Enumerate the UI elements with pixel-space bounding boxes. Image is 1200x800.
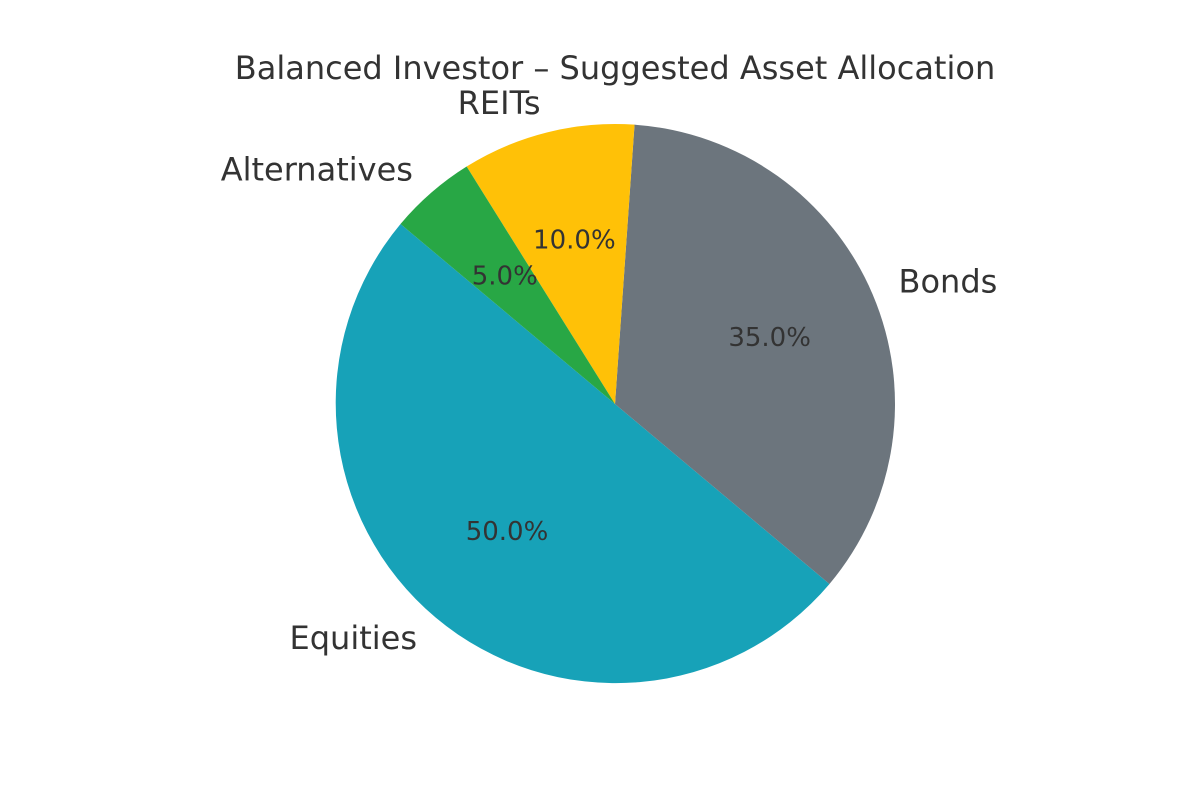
pie-slices (335, 123, 895, 684)
slice-label-bonds: Bonds (899, 263, 998, 301)
slice-percent-alternatives: 5.0% (472, 262, 538, 292)
pie-slice-reits (466, 123, 635, 404)
slice-label-alternatives: Alternatives (221, 151, 413, 189)
slice-percent-equities: 50.0% (466, 517, 549, 547)
slice-percent-bonds: 35.0% (728, 323, 811, 353)
slice-percent-reits: 10.0% (533, 225, 616, 255)
pie-slice-alternatives (400, 166, 615, 404)
pie-labels: Equities 50.0% Bonds 35.0% REITs 10.0% Alterna… (221, 84, 998, 657)
pie-slice-bonds (615, 124, 895, 584)
slice-label-equities: Equities (290, 619, 418, 657)
slice-label-reits: REITs (458, 84, 541, 122)
chart-title: Balanced Investor – Suggested Asset Allo… (235, 49, 995, 87)
pie-slice-equities (335, 224, 830, 684)
